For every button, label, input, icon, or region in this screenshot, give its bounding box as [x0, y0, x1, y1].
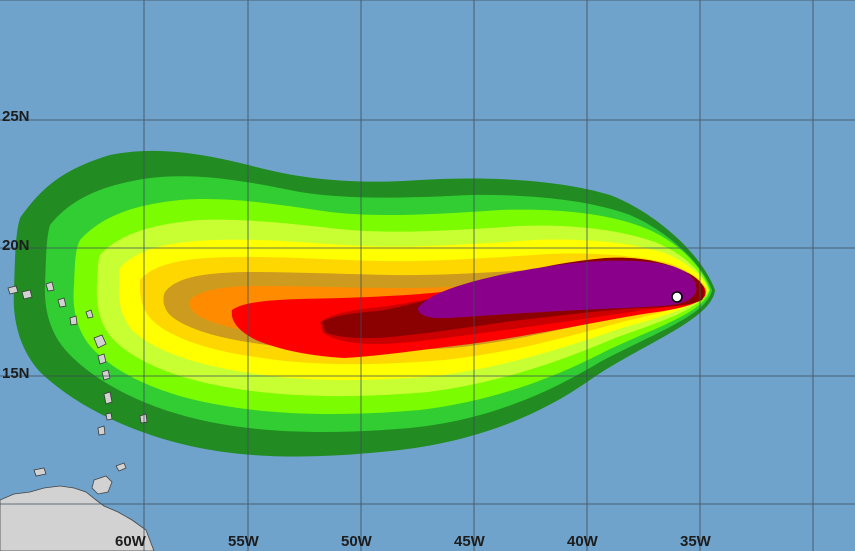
island [97, 353, 107, 365]
island [57, 297, 67, 308]
storm-center-marker [671, 291, 683, 303]
land-tobago [115, 462, 127, 472]
lon-label-60w: 60W [115, 533, 147, 550]
lon-label-55w: 55W [228, 533, 260, 550]
land-south-america [0, 485, 155, 551]
island [93, 334, 107, 349]
lon-label-35w: 35W [680, 533, 712, 550]
swath-band-12 [418, 260, 697, 319]
lon-label-50w: 50W [341, 533, 373, 550]
island [139, 413, 148, 424]
lat-label-15n: 15N [2, 365, 30, 382]
lon-label-40w: 40W [567, 533, 599, 550]
island [103, 391, 113, 405]
island [97, 425, 106, 436]
lat-label-20n: 20N [2, 237, 30, 254]
wind-swath [13, 150, 716, 457]
land-trinidad [91, 475, 113, 495]
island [85, 309, 94, 319]
island [7, 285, 19, 295]
island [101, 369, 111, 381]
lon-label-45w: 45W [454, 533, 486, 550]
lat-label-25n: 25N [2, 108, 30, 125]
island [45, 281, 55, 292]
island [33, 467, 47, 477]
island [69, 315, 78, 326]
island [21, 289, 33, 300]
caribbean-islands [7, 281, 148, 477]
island [105, 412, 113, 421]
